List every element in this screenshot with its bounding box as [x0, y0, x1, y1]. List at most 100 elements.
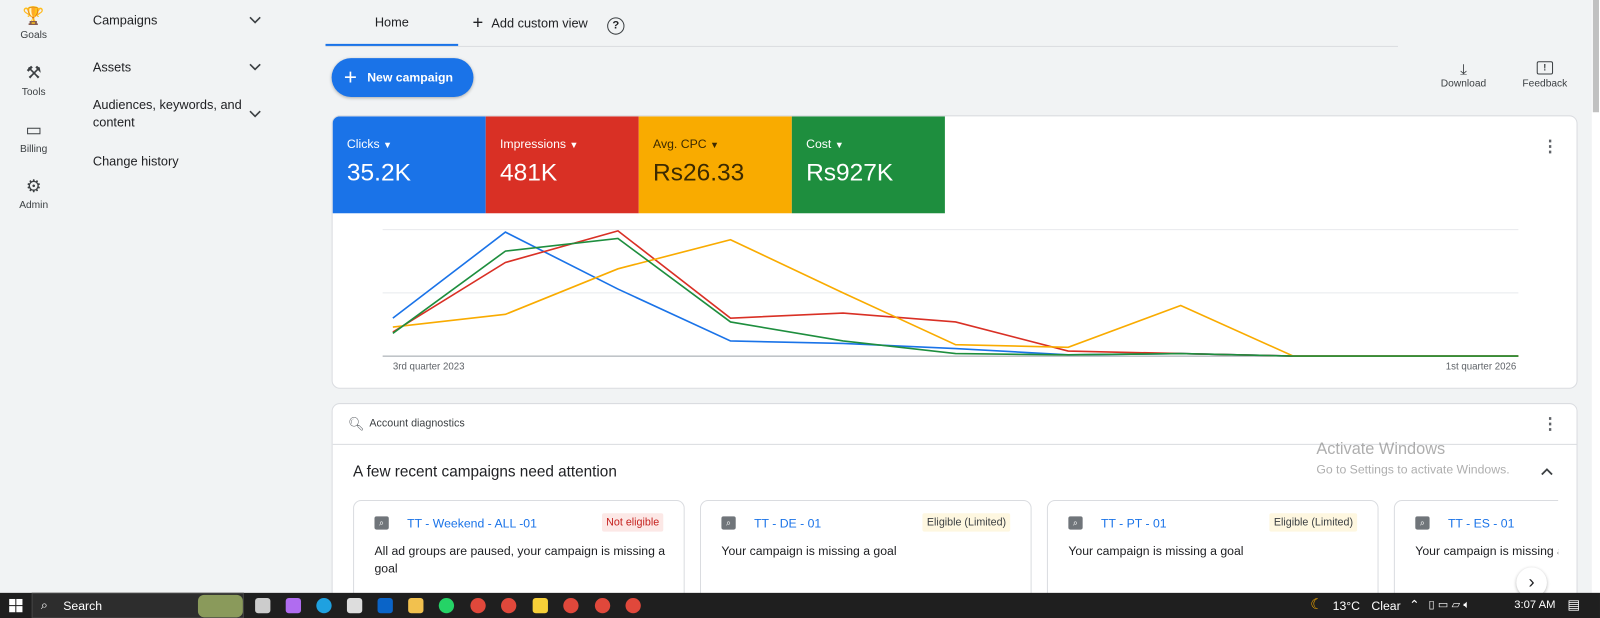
credit-card-icon: ▭ — [25, 120, 42, 140]
whatsapp-icon[interactable] — [438, 597, 455, 614]
weather-temp[interactable]: 13°C — [1332, 598, 1361, 614]
rail-goals[interactable]: 🏆 Goals — [0, 6, 67, 41]
performance-chart — [382, 229, 1519, 357]
more-options-icon[interactable]: ⋮ — [1541, 138, 1559, 157]
diagnostics-header: Account diagnostics — [369, 417, 465, 430]
plus-icon: + — [343, 64, 357, 90]
campaign-link[interactable]: TT - DE - 01 — [754, 516, 822, 531]
series-line-clicks — [392, 231, 1519, 357]
feedback-button[interactable]: ! Feedback — [1522, 61, 1567, 90]
rail-billing[interactable]: ▭ Billing — [0, 120, 67, 155]
campaign-message: All ad groups are paused, your campaign … — [374, 543, 666, 576]
scrollbar[interactable] — [1591, 0, 1600, 593]
nav-assets[interactable]: Assets — [92, 60, 132, 75]
nav-audiences[interactable]: Audiences, keywords, and content — [92, 97, 242, 130]
rail-tools[interactable]: ⚒ Tools — [0, 63, 67, 98]
tools-icon: ⚒ — [25, 63, 42, 83]
chrome-icon[interactable] — [470, 597, 486, 614]
edge-icon[interactable] — [316, 597, 332, 614]
sticky-notes-icon[interactable] — [532, 597, 548, 614]
tab-label: Home — [374, 14, 409, 30]
help-icon[interactable]: ? — [607, 17, 625, 35]
search-label: Search — [63, 598, 103, 614]
dropdown-arrow-icon[interactable]: ▼ — [710, 139, 720, 150]
activate-windows-watermark: Activate Windows — [1316, 440, 1446, 459]
status-badge: Eligible (Limited) — [1269, 513, 1358, 532]
chevron-down-icon[interactable] — [248, 13, 262, 27]
nav-change-history[interactable]: Change history — [92, 154, 179, 169]
tray-chevron-icon[interactable]: ⌃ — [1409, 597, 1420, 613]
search-campaign-icon: ⌕ — [721, 516, 736, 530]
status-badge: Not eligible — [602, 513, 664, 532]
diagnostics-icon: 🔍︎ — [347, 416, 365, 432]
divider — [332, 443, 1577, 445]
search-campaign-icon: ⌕ — [1068, 516, 1083, 530]
file-explorer-icon[interactable] — [408, 597, 424, 614]
taskbar: ⌕ Search ☾ 13°C Clear ⌃ ▯ ▭ ▱ 🔈︎ 3:07 AM… — [0, 592, 1600, 618]
download-icon: ⤓ — [1460, 61, 1467, 79]
chevron-down-icon[interactable] — [248, 60, 262, 74]
rail-label: Admin — [19, 199, 49, 212]
chevron-down-icon[interactable] — [248, 107, 262, 121]
metric-value: 481K — [499, 159, 558, 187]
campaign-link[interactable]: TT - Weekend - ALL -01 — [407, 516, 537, 531]
dropdown-arrow-icon[interactable]: ▼ — [383, 139, 393, 150]
rail-admin[interactable]: ⚙ Admin — [0, 177, 67, 212]
metric-tile-cost[interactable]: Cost ▼ Rs927K — [791, 116, 945, 214]
notifications-icon[interactable]: ▤ — [1567, 596, 1580, 613]
download-button[interactable]: ⤓ Download — [1441, 61, 1486, 90]
gear-icon: ⚙ — [25, 176, 42, 196]
copilot-icon[interactable] — [285, 597, 302, 614]
metric-label: Impressions ▼ — [499, 136, 579, 152]
search-campaign-icon: ⌕ — [1415, 516, 1430, 530]
metric-tile-avg-cpc[interactable]: Avg. CPC ▼ Rs26.33 — [638, 116, 792, 214]
campaign-link[interactable]: TT - PT - 01 — [1101, 516, 1167, 531]
campaign-message: Your campaign is missing a goal — [721, 543, 897, 559]
chrome-icon[interactable] — [625, 597, 641, 614]
button-label: New campaign — [367, 70, 453, 85]
weather-text[interactable]: Clear — [1371, 598, 1401, 614]
action-label: Download — [1440, 78, 1487, 90]
chevron-up-icon[interactable] — [1540, 464, 1554, 478]
tab-label: Add custom view — [491, 15, 588, 31]
campaign-card[interactable]: ⌕ TT - DE - 01 Eligible (Limited) Your camp… — [699, 499, 1032, 603]
new-campaign-button[interactable]: + New campaign — [331, 58, 474, 97]
search-campaign-icon: ⌕ — [374, 516, 389, 530]
campaign-message: Your campaign is missing a goal — [1415, 543, 1558, 559]
plus-icon: + — [472, 12, 484, 33]
tray-icons[interactable]: ▯ ▭ ▱ 🔈︎ — [1428, 598, 1471, 612]
next-arrow-button[interactable]: › — [1516, 567, 1547, 598]
campaign-link[interactable]: TT - ES - 01 — [1447, 516, 1515, 531]
action-label: Feedback — [1522, 78, 1568, 90]
performance-card: Clicks ▼ 35.2K Impressions ▼ 481K Avg. CPC ▼… — [331, 115, 1578, 389]
campaign-card[interactable]: ⌕ TT - PT - 01 Eligible (Limited) Your camp… — [1046, 499, 1379, 603]
task-view-icon[interactable] — [255, 597, 271, 614]
chrome-icon[interactable] — [594, 597, 611, 614]
dropdown-arrow-icon[interactable]: ▼ — [569, 139, 579, 150]
metric-label: Cost ▼ — [806, 136, 844, 152]
campaign-card[interactable]: ⌕ TT - Weekend - ALL -01 Not eligible All a… — [353, 499, 685, 603]
clock[interactable]: 3:07 AM — [1514, 598, 1556, 612]
windows-start-icon[interactable] — [9, 598, 23, 613]
metric-value: Rs26.33 — [653, 159, 745, 187]
x-tick-label: 3rd quarter 2023 — [392, 361, 465, 373]
chrome-icon[interactable] — [563, 597, 579, 614]
rail-label: Billing — [20, 143, 48, 156]
metric-tile-impressions[interactable]: Impressions ▼ 481K — [485, 116, 639, 214]
metric-value: 35.2K — [346, 159, 411, 187]
metric-label: Avg. CPC ▼ — [653, 136, 720, 152]
metric-tile-clicks[interactable]: Clicks ▼ 35.2K — [332, 116, 486, 214]
add-custom-view-button[interactable]: + Add custom view — [472, 0, 587, 46]
more-options-icon[interactable]: ⋮ — [1541, 416, 1559, 434]
outlook-icon[interactable] — [377, 597, 393, 614]
rail-label: Tools — [21, 86, 46, 98]
nav-campaigns[interactable]: Campaigns — [92, 13, 158, 28]
tab-home[interactable]: Home — [325, 0, 459, 46]
diagnostics-title: A few recent campaigns need attention — [353, 463, 617, 481]
store-icon[interactable] — [346, 597, 363, 614]
chrome-icon[interactable] — [501, 597, 517, 614]
rail-label: Goals — [20, 29, 48, 41]
taskbar-search[interactable]: ⌕ Search — [31, 592, 244, 618]
dropdown-arrow-icon[interactable]: ▼ — [834, 139, 844, 150]
metric-value: Rs927K — [806, 159, 894, 187]
